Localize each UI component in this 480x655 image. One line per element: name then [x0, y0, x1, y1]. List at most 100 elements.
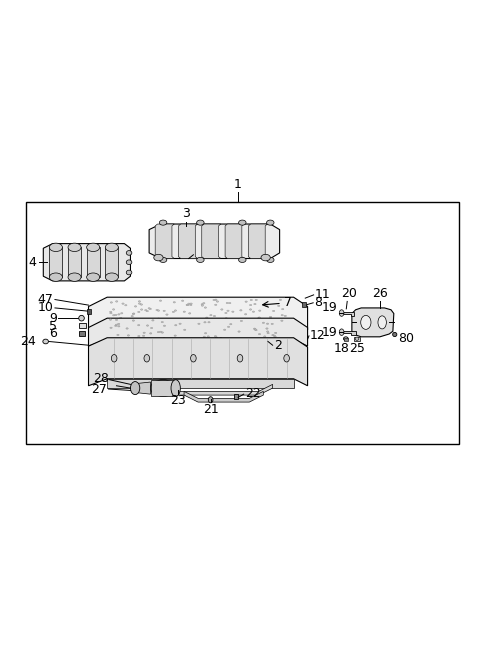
Polygon shape: [343, 312, 354, 316]
Ellipse shape: [201, 305, 204, 307]
Ellipse shape: [181, 300, 184, 301]
Ellipse shape: [144, 354, 150, 362]
Ellipse shape: [126, 260, 132, 265]
Polygon shape: [149, 224, 280, 259]
Ellipse shape: [126, 328, 128, 329]
Polygon shape: [137, 382, 151, 394]
Ellipse shape: [187, 341, 190, 343]
Ellipse shape: [150, 333, 152, 334]
Ellipse shape: [202, 343, 204, 345]
Polygon shape: [161, 384, 273, 395]
Ellipse shape: [115, 325, 117, 326]
Ellipse shape: [282, 309, 284, 310]
Ellipse shape: [261, 254, 270, 261]
Ellipse shape: [284, 354, 289, 362]
Ellipse shape: [49, 273, 62, 282]
Ellipse shape: [122, 303, 124, 305]
Ellipse shape: [255, 299, 257, 301]
Bar: [79, 323, 86, 328]
Ellipse shape: [110, 312, 112, 314]
Ellipse shape: [279, 299, 282, 301]
Ellipse shape: [237, 354, 243, 362]
Ellipse shape: [378, 316, 386, 329]
Ellipse shape: [235, 342, 238, 343]
Ellipse shape: [105, 273, 119, 282]
Ellipse shape: [239, 220, 246, 225]
Ellipse shape: [161, 332, 164, 333]
Ellipse shape: [361, 315, 371, 329]
Ellipse shape: [148, 308, 150, 309]
Ellipse shape: [132, 320, 134, 321]
Ellipse shape: [277, 305, 280, 307]
Ellipse shape: [266, 323, 269, 324]
Ellipse shape: [273, 310, 275, 312]
Ellipse shape: [157, 310, 160, 311]
Ellipse shape: [138, 303, 141, 305]
Ellipse shape: [191, 320, 192, 321]
Ellipse shape: [116, 301, 118, 302]
Ellipse shape: [79, 315, 84, 321]
Ellipse shape: [227, 310, 229, 312]
Ellipse shape: [87, 243, 100, 252]
Ellipse shape: [171, 380, 180, 396]
Ellipse shape: [120, 312, 123, 314]
Ellipse shape: [254, 329, 256, 330]
Ellipse shape: [259, 310, 261, 311]
Ellipse shape: [159, 220, 167, 225]
Ellipse shape: [228, 326, 230, 328]
Ellipse shape: [146, 310, 148, 312]
Ellipse shape: [247, 341, 250, 342]
Ellipse shape: [204, 333, 207, 334]
Polygon shape: [68, 248, 81, 277]
Ellipse shape: [239, 340, 241, 341]
Ellipse shape: [180, 340, 182, 341]
Ellipse shape: [135, 340, 137, 341]
Ellipse shape: [215, 304, 217, 305]
Ellipse shape: [190, 305, 192, 306]
Ellipse shape: [125, 305, 127, 306]
Ellipse shape: [118, 326, 120, 327]
Ellipse shape: [152, 320, 154, 321]
Ellipse shape: [225, 318, 228, 319]
Ellipse shape: [175, 339, 178, 340]
Ellipse shape: [393, 332, 397, 337]
Ellipse shape: [272, 335, 274, 336]
Ellipse shape: [260, 320, 263, 322]
Ellipse shape: [126, 251, 132, 255]
Polygon shape: [88, 318, 308, 346]
Ellipse shape: [126, 270, 132, 275]
Ellipse shape: [115, 324, 118, 326]
Ellipse shape: [208, 322, 210, 323]
Ellipse shape: [174, 335, 176, 337]
Ellipse shape: [283, 341, 285, 343]
Ellipse shape: [214, 342, 216, 343]
Ellipse shape: [238, 331, 240, 332]
Ellipse shape: [274, 336, 276, 337]
Ellipse shape: [163, 325, 166, 326]
Ellipse shape: [276, 342, 279, 343]
Ellipse shape: [143, 335, 145, 337]
Text: 7: 7: [284, 296, 292, 309]
Ellipse shape: [183, 329, 186, 331]
Ellipse shape: [245, 301, 247, 303]
Ellipse shape: [254, 303, 256, 305]
Polygon shape: [87, 248, 100, 277]
Ellipse shape: [109, 311, 112, 312]
Polygon shape: [202, 224, 221, 259]
Ellipse shape: [105, 243, 119, 252]
Ellipse shape: [131, 382, 140, 394]
Text: 80: 80: [398, 331, 414, 345]
Ellipse shape: [174, 310, 177, 311]
Ellipse shape: [284, 315, 287, 316]
Ellipse shape: [206, 317, 208, 318]
Ellipse shape: [110, 302, 112, 303]
Ellipse shape: [204, 322, 206, 323]
Ellipse shape: [225, 341, 227, 342]
Ellipse shape: [182, 321, 184, 322]
Polygon shape: [155, 224, 174, 259]
Ellipse shape: [157, 331, 159, 333]
Bar: [354, 337, 360, 341]
Ellipse shape: [264, 336, 266, 337]
Text: 3: 3: [182, 207, 191, 220]
Ellipse shape: [250, 305, 252, 306]
